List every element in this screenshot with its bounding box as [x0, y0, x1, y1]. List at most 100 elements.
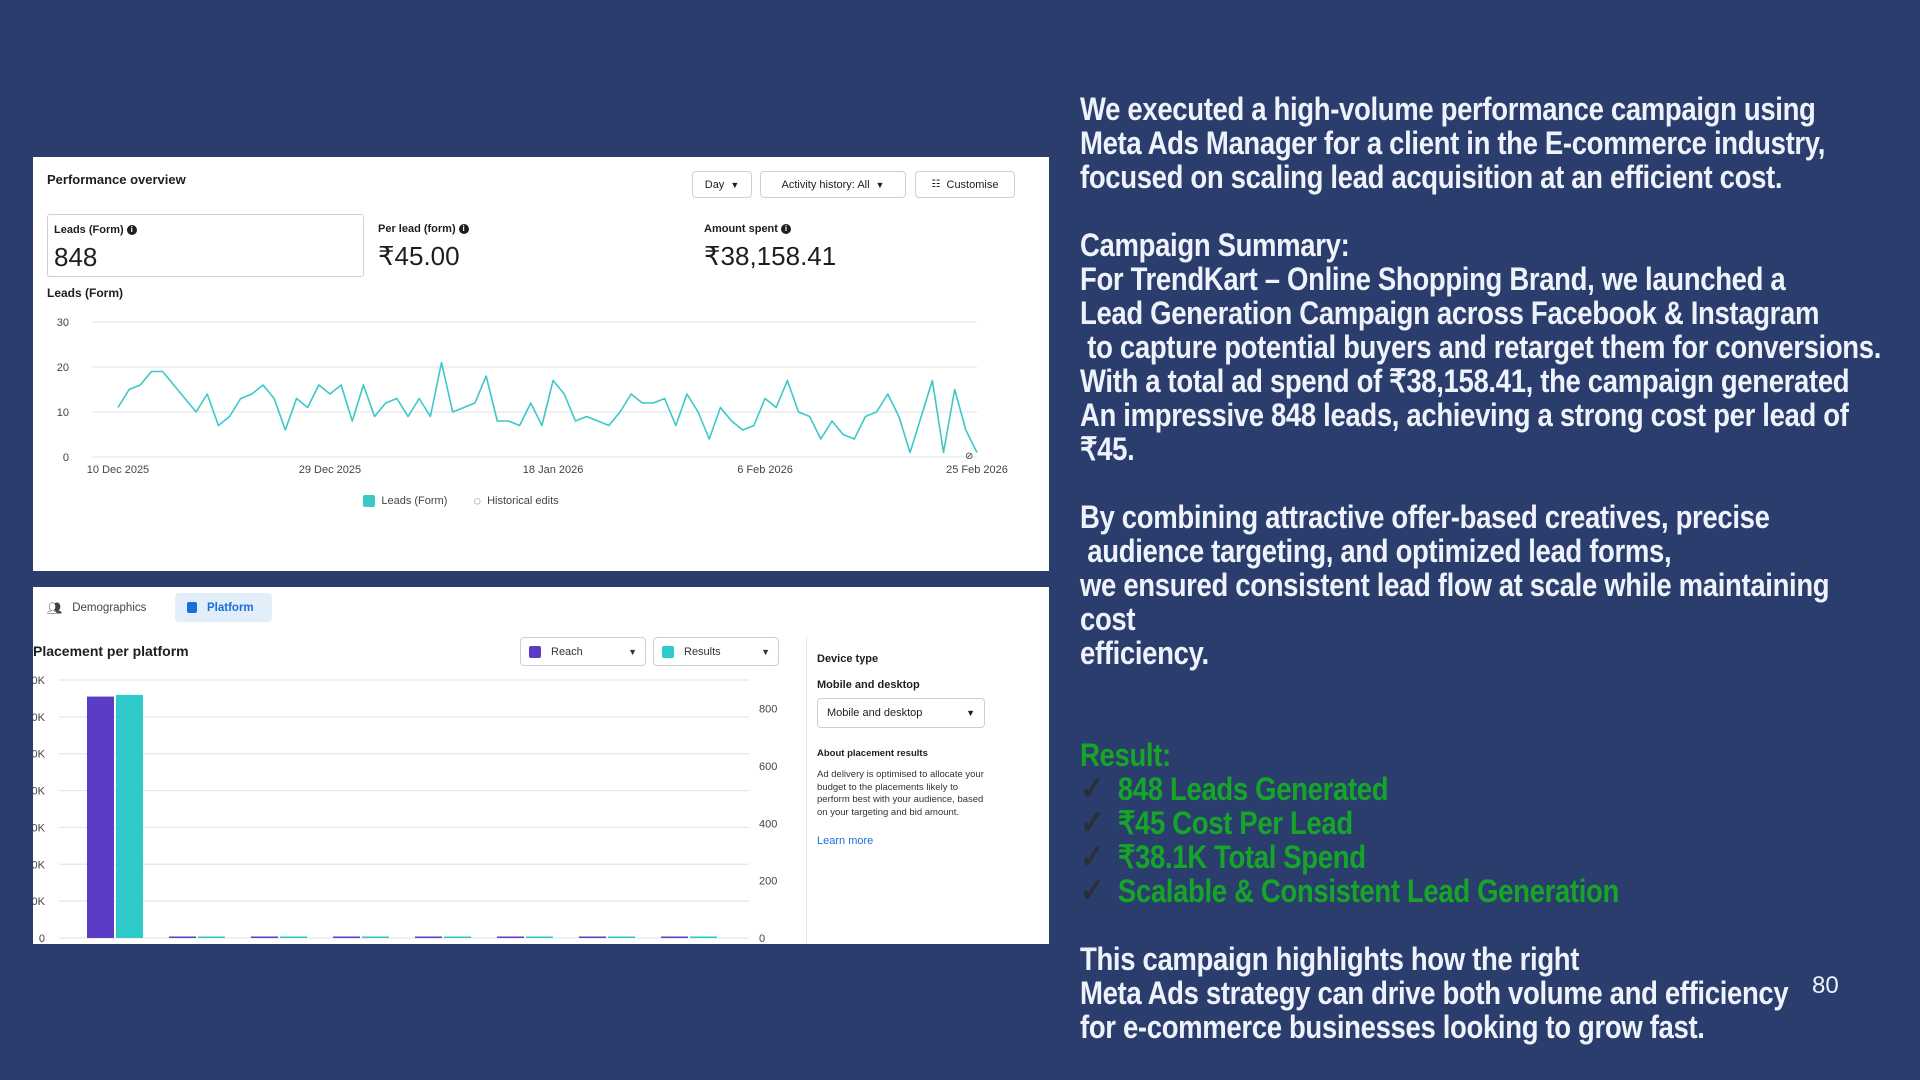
- x-tick-label: 25 Feb 2026: [946, 464, 1008, 476]
- text-line: to capture potential buyers and retarget…: [1080, 329, 1882, 365]
- x-tick-label: 18 Jan 2026: [523, 464, 584, 476]
- result-text: 848 Leads Generated: [1117, 771, 1389, 807]
- strategy-paragraph: By combining attractive offer-based crea…: [1080, 500, 1920, 670]
- learn-more-link[interactable]: Learn more: [817, 835, 874, 847]
- legend-label: Leads (Form): [381, 494, 448, 507]
- legend-swatch: [363, 494, 376, 507]
- tab-platform[interactable]: Platform: [175, 593, 272, 622]
- x-tick-label: 29 Dec 2025: [299, 464, 361, 476]
- text-line: With a total ad spend of ₹38,158.41, the…: [1080, 363, 1850, 399]
- text-line: Campaign Summary:: [1080, 227, 1350, 263]
- checkmark-icon: ✓: [1080, 770, 1105, 808]
- performance-overview-card: Performance overview Day ▼ Activity histo…: [33, 157, 1049, 571]
- y-left-tick-label: 30K: [33, 822, 46, 834]
- reach-bar: [497, 936, 524, 938]
- placement-title: Placement per platform: [33, 643, 189, 659]
- caret-down-icon: ▼: [875, 179, 885, 190]
- results-bar: [690, 936, 717, 938]
- reach-bar: [251, 936, 278, 938]
- metric-amount-spent: Amount spent i ₹38,158.41: [704, 223, 836, 272]
- checkmark-icon: ✓: [1080, 872, 1105, 910]
- reach-label: Reach: [551, 645, 583, 658]
- summary-paragraph: Campaign Summary: For TrendKart – Online…: [1080, 228, 1920, 466]
- case-study-text: We executed a high-volume performance ca…: [1080, 92, 1920, 1044]
- reach-bar: [415, 936, 442, 938]
- y-right-tick-label: 400: [759, 818, 777, 830]
- metric-value: 848: [54, 242, 98, 272]
- intro-paragraph: We executed a high-volume performance ca…: [1080, 92, 1920, 194]
- results-bar: [608, 936, 635, 938]
- text-line: ₹45.: [1080, 431, 1135, 467]
- result-text: Scalable & Consistent Lead Generation: [1117, 873, 1619, 909]
- metric-leads[interactable]: Leads (Form) i 848: [47, 214, 364, 277]
- text-line: Meta Ads Manager for a client in the E-c…: [1080, 125, 1826, 161]
- text-line: This campaign highlights how the right: [1080, 941, 1580, 977]
- device-panel: Device type Mobile and desktop Mobile an…: [817, 653, 992, 847]
- people-icon: 👥︎: [47, 600, 63, 615]
- activity-history-dropdown[interactable]: Activity history: All ▼: [760, 171, 906, 198]
- y-right-tick-label: 800: [759, 704, 777, 716]
- results-bar: [116, 694, 143, 938]
- caret-down-icon: ▼: [628, 646, 637, 657]
- x-tick-label: 6 Feb 2026: [737, 464, 793, 476]
- result-text: ₹38.1K Total Spend: [1117, 839, 1366, 875]
- checkmark-icon: ✓: [1080, 804, 1105, 842]
- placement-bar-chart: 0 10K 20K 30K 40K 50K 60K 70K 0 200 400 600 800: [33, 675, 777, 944]
- y-tick-label: 10: [57, 407, 69, 419]
- y-left-tick-label: 20K: [33, 859, 46, 871]
- customise-label: Customise: [946, 178, 999, 191]
- y-left-tick-label: 50K: [33, 749, 46, 761]
- reach-bar: [579, 936, 606, 938]
- caret-down-icon: ▼: [966, 708, 975, 718]
- info-icon: i: [780, 224, 791, 235]
- results-bar: [362, 936, 389, 938]
- device-select[interactable]: Mobile and desktop ▼: [817, 698, 985, 728]
- text-line: For TrendKart – Online Shopping Brand, w…: [1080, 261, 1786, 297]
- historical-edit-marker-icon: ⊘: [965, 451, 973, 462]
- result-title: Result:: [1080, 737, 1171, 773]
- text-line: efficiency.: [1080, 635, 1209, 671]
- leads-line-chart: 0 10 20 30 10 Dec 2025 29 Dec 2025 18 Jan 2026…: [57, 317, 1008, 476]
- results-bar: [280, 936, 307, 938]
- tab-demographics[interactable]: 👥︎ Demographics: [35, 593, 158, 622]
- placement-card: 👥︎ Demographics Platform Placement per pl…: [33, 587, 1049, 944]
- line-chart-legend: Leads (Form) ◌ Historical edits: [33, 493, 1049, 508]
- day-dropdown[interactable]: Day ▼: [692, 171, 752, 198]
- result-item: ✓ 848 Leads Generated: [1080, 772, 1920, 806]
- text-line: audience targeting, and optimized lead f…: [1080, 533, 1672, 569]
- results-list: Result: ✓ 848 Leads Generated ✓ ₹45 Cost P…: [1080, 738, 1920, 908]
- historical-edits-icon: ◌: [473, 493, 482, 508]
- result-item: ✓ Scalable & Consistent Lead Generation: [1080, 874, 1920, 908]
- results-dropdown[interactable]: Results ▼: [653, 637, 779, 666]
- text-line: we ensured consistent lead flow at scale…: [1080, 567, 1830, 603]
- y-right-tick-label: 600: [759, 761, 777, 773]
- about-text: Ad delivery is optimised to allocate you…: [817, 769, 984, 818]
- legend-item-leads[interactable]: Leads (Form): [363, 493, 447, 508]
- y-tick-label: 0: [63, 452, 69, 464]
- text-line: Meta Ads strategy can drive both volume …: [1080, 975, 1789, 1011]
- y-right-tick-label: 0: [759, 933, 765, 944]
- results-swatch: [662, 645, 674, 658]
- reach-bar: [333, 936, 360, 938]
- divider: [806, 637, 807, 944]
- customise-button[interactable]: ☷ Customise: [915, 171, 1015, 198]
- platform-icon: [187, 602, 197, 613]
- result-item: ✓ ₹38.1K Total Spend: [1080, 840, 1920, 874]
- text-line: An impressive 848 leads, achieving a str…: [1080, 397, 1849, 433]
- checkmark-icon: ✓: [1080, 838, 1105, 876]
- reach-bar: [87, 696, 114, 938]
- leads-chart-heading: Leads (Form): [47, 286, 124, 300]
- tab-label: Demographics: [72, 601, 147, 614]
- performance-overview-title: Performance overview: [47, 172, 186, 187]
- legend-item-historical-edits[interactable]: ◌ Historical edits: [473, 493, 558, 508]
- reach-dropdown[interactable]: Reach ▼: [520, 637, 646, 666]
- info-icon: i: [458, 224, 469, 235]
- metric-value: ₹38,158.41: [704, 241, 837, 271]
- results-label: Results: [684, 645, 721, 658]
- results-bar: [444, 936, 471, 938]
- info-icon: i: [126, 225, 137, 236]
- metric-per-lead: Per lead (form) i ₹45.00: [378, 223, 469, 272]
- device-type-label: Device type: [817, 653, 879, 665]
- y-tick-label: 30: [57, 317, 69, 329]
- text-line: Lead Generation Campaign across Facebook…: [1080, 295, 1820, 331]
